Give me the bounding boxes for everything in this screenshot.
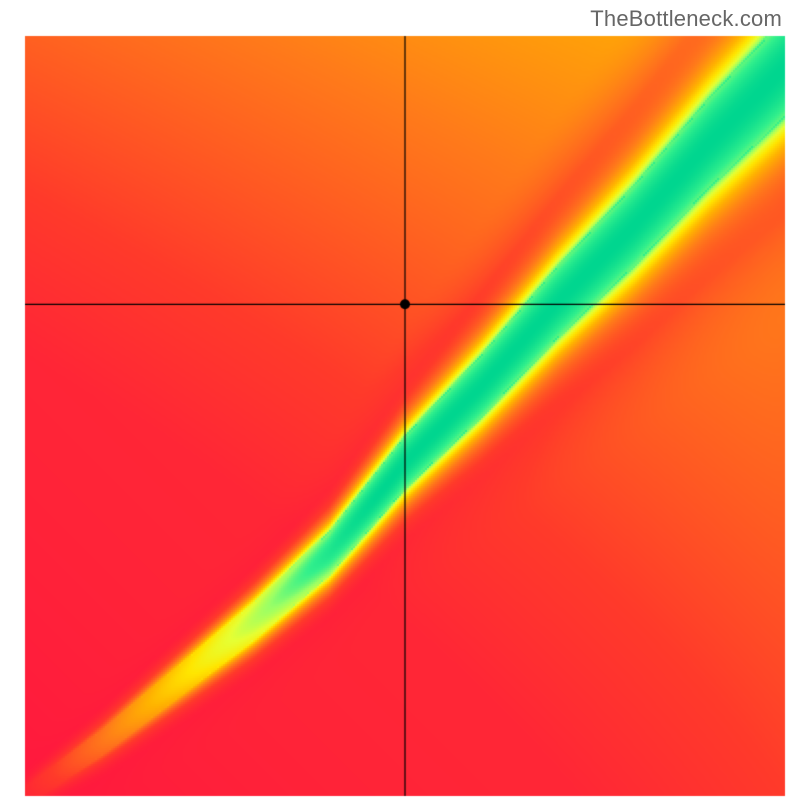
watermark-label: TheBottleneck.com [590, 6, 782, 32]
chart-container: TheBottleneck.com [0, 0, 800, 800]
heatmap-canvas [0, 0, 800, 800]
